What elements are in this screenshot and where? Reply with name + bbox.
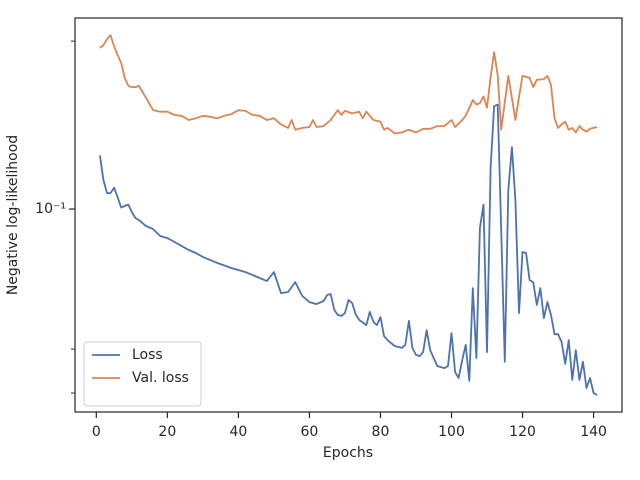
- x-tick-label: 80: [372, 424, 390, 440]
- y-axis-label: Negative log-likelihood: [5, 135, 21, 295]
- line-series: [99, 103, 598, 396]
- y-tick-label: 10⁻¹: [35, 201, 66, 217]
- x-tick-label: 0: [92, 424, 101, 440]
- x-tick-label: 120: [509, 424, 536, 440]
- x-tick-label: 100: [438, 424, 465, 440]
- plot-frame: [74, 17, 623, 413]
- x-tick-label: 60: [301, 424, 319, 440]
- legend-box: [83, 341, 202, 407]
- x-axis-label: Epochs: [323, 445, 373, 461]
- legend-label: Val. loss: [132, 370, 189, 386]
- x-tick-label: 40: [229, 424, 247, 440]
- x-tick-label: 140: [580, 424, 607, 440]
- line-series: [99, 34, 598, 135]
- legend: Loss Val. loss: [83, 341, 202, 407]
- legend-label: Loss: [132, 347, 163, 363]
- x-tick-label: 20: [158, 424, 176, 440]
